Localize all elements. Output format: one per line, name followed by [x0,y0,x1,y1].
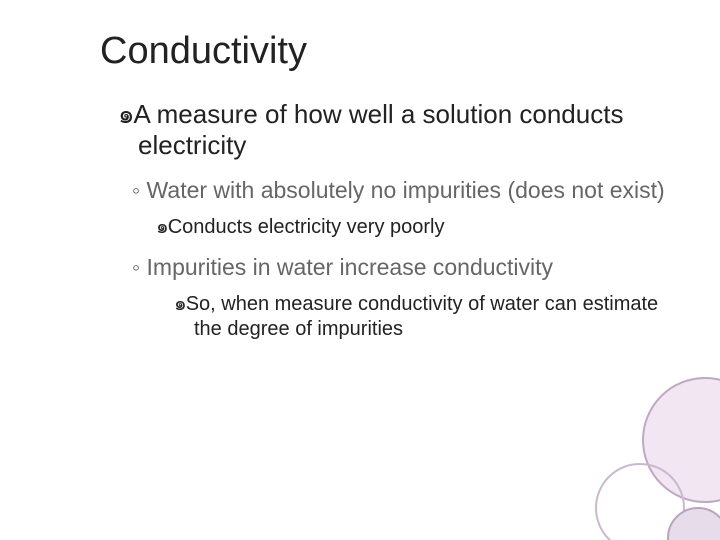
deco-circle-large-stroke [643,378,720,502]
deco-circle-small [668,508,720,540]
bullet-text: Conducts electricity very poorly [168,216,445,238]
swirl-bullet-icon: ๑ [118,100,134,129]
bullet-text: A measure of how well a solution conduct… [134,99,624,160]
circle-bullet-icon: ◦ [132,254,140,280]
bullet-level1: ๑A measure of how well a solution conduc… [118,99,670,161]
bullet-text: Impurities in water increase conductivit… [147,254,554,280]
deco-circle-large [643,378,720,502]
bullet-level4: ๑So, when measure conductivity of water … [174,292,670,342]
bullet-text: So, when measure conductivity of water c… [186,293,658,340]
slide: Conductivity ๑A measure of how well a so… [0,0,720,540]
bullet-level3: ๑Conducts electricity very poorly [156,215,670,240]
decorative-circles-icon [500,340,720,540]
circle-bullet-icon: ◦ [132,177,140,203]
slide-title: Conductivity [100,30,670,73]
deco-circle-small-stroke [668,508,720,540]
swirl-bullet-icon: ๑ [156,216,168,238]
swirl-bullet-icon: ๑ [174,293,186,315]
deco-circle-outline [596,464,684,540]
bullet-level2: ◦ Water with absolutely no impurities (d… [132,177,670,205]
bullet-text: Water with absolutely no impurities (doe… [147,177,665,203]
bullet-level2: ◦ Impurities in water increase conductiv… [132,254,670,282]
